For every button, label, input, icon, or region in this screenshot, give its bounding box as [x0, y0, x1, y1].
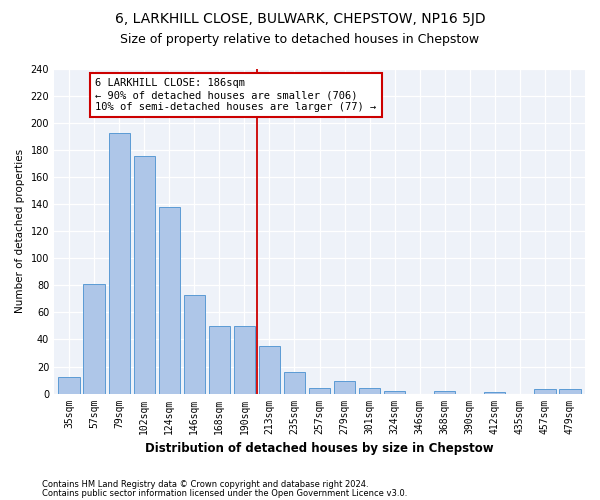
- Bar: [58, 378, 80, 394]
- Bar: [359, 388, 380, 394]
- Bar: [559, 390, 581, 394]
- Y-axis label: Number of detached properties: Number of detached properties: [15, 149, 25, 314]
- Bar: [209, 326, 230, 394]
- Bar: [184, 295, 205, 394]
- Text: Contains HM Land Registry data © Crown copyright and database right 2024.: Contains HM Land Registry data © Crown c…: [42, 480, 368, 489]
- Bar: [384, 391, 406, 394]
- X-axis label: Distribution of detached houses by size in Chepstow: Distribution of detached houses by size …: [145, 442, 494, 455]
- Text: Contains public sector information licensed under the Open Government Licence v3: Contains public sector information licen…: [42, 489, 407, 498]
- Text: 6 LARKHILL CLOSE: 186sqm
← 90% of detached houses are smaller (706)
10% of semi-: 6 LARKHILL CLOSE: 186sqm ← 90% of detach…: [95, 78, 377, 112]
- Bar: [158, 207, 180, 394]
- Text: Size of property relative to detached houses in Chepstow: Size of property relative to detached ho…: [121, 32, 479, 46]
- Bar: [484, 392, 505, 394]
- Bar: [334, 382, 355, 394]
- Bar: [259, 346, 280, 394]
- Bar: [309, 388, 330, 394]
- Text: 6, LARKHILL CLOSE, BULWARK, CHEPSTOW, NP16 5JD: 6, LARKHILL CLOSE, BULWARK, CHEPSTOW, NP…: [115, 12, 485, 26]
- Bar: [234, 326, 255, 394]
- Bar: [134, 156, 155, 394]
- Bar: [83, 284, 105, 394]
- Bar: [534, 390, 556, 394]
- Bar: [109, 132, 130, 394]
- Bar: [434, 391, 455, 394]
- Bar: [284, 372, 305, 394]
